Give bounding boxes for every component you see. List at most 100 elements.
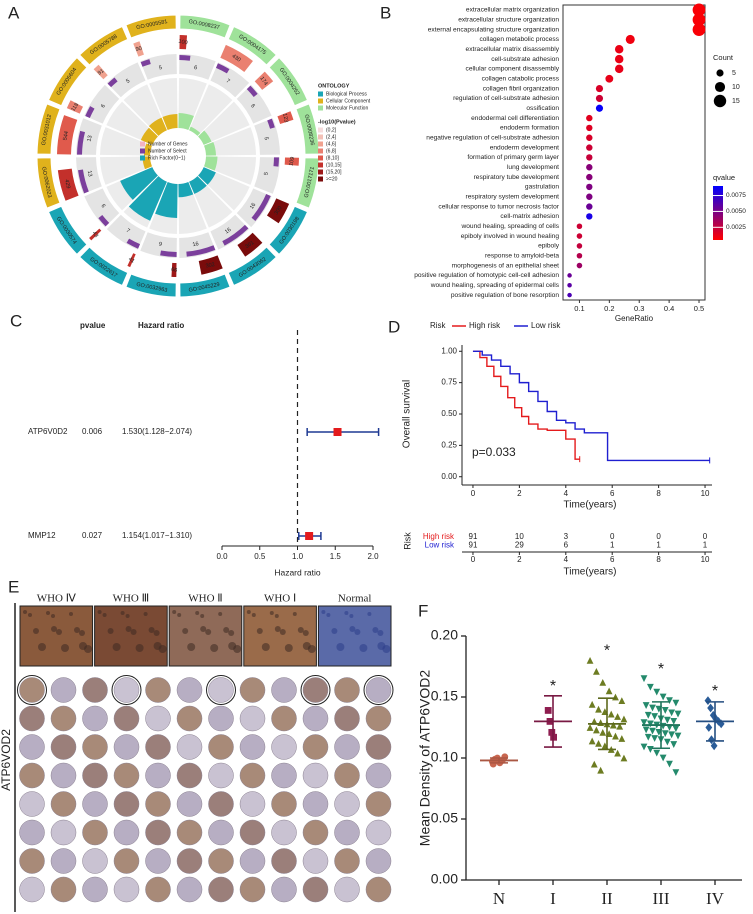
gene-bar [277, 111, 294, 124]
at-risk-count: 91 [469, 541, 478, 550]
hazard-ratio-label: 1.530(1.128−2.074) [122, 427, 192, 436]
point [612, 732, 619, 740]
cell-texture [33, 628, 39, 634]
cell-texture [372, 627, 379, 633]
size-legend-label: 10 [732, 84, 740, 91]
dot [614, 64, 624, 74]
panel-label: C [10, 311, 22, 330]
x-tick-label: 0.5 [254, 552, 266, 561]
rich-bar [128, 176, 167, 221]
rich-bar [204, 141, 216, 156]
point [644, 733, 652, 741]
point [595, 739, 602, 747]
y-tick-label: 0.15 [431, 688, 458, 704]
tissue-core [19, 848, 45, 874]
rich-bar [140, 127, 158, 145]
cell-texture [125, 614, 130, 618]
hazard-ratio-point [333, 428, 342, 436]
tissue-core [271, 762, 297, 789]
select-track [84, 84, 120, 124]
size-legend-dot [714, 81, 726, 93]
tissue-core [271, 848, 297, 874]
inner-legend-label: Number of Genes [148, 141, 188, 147]
point [586, 657, 594, 664]
dot [692, 3, 706, 17]
legend-key [318, 134, 323, 140]
x-tick-label: 0 [471, 489, 476, 498]
select-track [236, 188, 272, 228]
point [663, 738, 671, 746]
legend-key [318, 105, 323, 111]
cell-texture [84, 645, 92, 653]
cell-texture [102, 613, 107, 617]
category-label: response to amyloid-beta [485, 253, 559, 260]
rich-track [189, 84, 233, 136]
select-bar [98, 215, 110, 227]
cell-texture [326, 613, 331, 617]
tissue-core [50, 791, 77, 817]
inner-legend-key [140, 141, 145, 147]
p-value: 0.027 [82, 531, 103, 540]
tissue-core [82, 848, 108, 874]
rich-bar [198, 130, 212, 145]
cell-texture [205, 629, 212, 635]
point [640, 719, 648, 727]
tissue-core [334, 677, 360, 703]
select-count: 7 [125, 228, 131, 235]
y-tick-label: 0.20 [431, 627, 458, 643]
risk-tick-label: 6 [610, 555, 615, 564]
tissue-core [239, 734, 266, 760]
category-label: regulation of cell-substrate adhesion [453, 95, 559, 102]
at-risk-count: 29 [515, 541, 524, 550]
category-label: extracellular matrix organization [466, 7, 559, 14]
select-bar [222, 224, 249, 246]
point [661, 730, 669, 737]
point [599, 678, 607, 686]
tissue-core [176, 791, 203, 817]
tissue-core [19, 791, 45, 817]
tissue-core [334, 734, 360, 760]
cell-texture [51, 626, 57, 632]
point [668, 709, 676, 717]
ontology-band [36, 103, 61, 155]
cell-texture [46, 611, 50, 615]
y-tick-label: 0.00 [431, 871, 458, 887]
micrograph [19, 605, 94, 667]
legend-label: Low risk [531, 321, 561, 330]
category-label: positive regulation of bone resorption [451, 292, 559, 299]
select-bar [186, 245, 216, 257]
point [659, 754, 667, 762]
select-count: 5 [125, 78, 131, 85]
dot [692, 23, 706, 36]
point [668, 731, 676, 739]
tissue-core [19, 819, 45, 846]
column-label: WHO Ⅰ [264, 593, 296, 605]
dot [576, 223, 583, 230]
tissue-core [145, 762, 171, 789]
x-tick-label: 0.1 [574, 304, 584, 313]
select-bar [77, 130, 86, 155]
rich-track [204, 127, 256, 156]
category-label: wound healing, spreading of cells [460, 223, 559, 230]
rich-bar [178, 113, 194, 130]
gene-count: 429 [63, 179, 71, 189]
x-tick-label: 8 [656, 489, 661, 498]
tissue-core [302, 677, 329, 703]
cell-texture [302, 630, 309, 636]
point [607, 710, 615, 718]
dot [586, 144, 593, 151]
tissue-core [239, 819, 266, 846]
cell-texture [182, 628, 189, 634]
tissue-core [239, 848, 266, 874]
x-tick-label: IV [706, 889, 725, 908]
select-count: 16 [192, 241, 199, 248]
point [501, 753, 509, 761]
cell-texture [274, 614, 279, 618]
tissue-core [239, 677, 266, 703]
x-tick-label: 0.5 [694, 304, 704, 313]
category-label: respiratory system development [466, 194, 560, 201]
x-tick-label: 6 [610, 489, 615, 498]
point [674, 732, 682, 740]
rich-bar [148, 117, 167, 136]
point [618, 697, 626, 705]
